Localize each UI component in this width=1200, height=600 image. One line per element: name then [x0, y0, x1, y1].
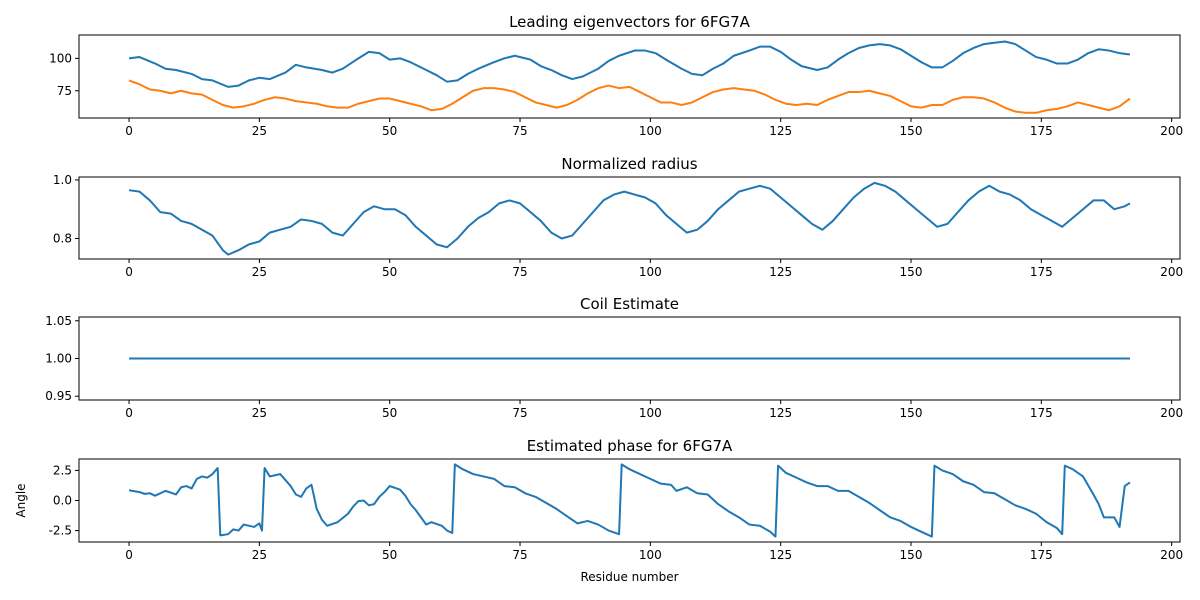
- series-line-1: [128, 463, 1131, 538]
- subplot-4: Estimated phase for 6FG7A 0 25 50 75 100 125 15…: [14, 437, 1183, 584]
- plot-frame: [78, 458, 1181, 543]
- subplot-3: Coil Estimate 0 25 50 75 100 125 150 175 200 0.95 1…: [45, 295, 1183, 420]
- subplot-2: Normalized radius 0 25 50 75 100 125 150 175 200 0…: [53, 155, 1183, 279]
- y-axis-label: Angle: [14, 483, 28, 517]
- plot-frame: [78, 176, 1181, 260]
- y-tick-label: 0.0: [53, 494, 72, 508]
- x-tick-label: 175: [1030, 265, 1053, 279]
- x-tick-label: 100: [639, 406, 662, 420]
- x-tick-label: 150: [900, 406, 923, 420]
- series-line-2: [128, 79, 1131, 114]
- y-tick-label: -2.5: [49, 524, 72, 538]
- x-tick-label: 75: [512, 548, 527, 562]
- x-tick-label: 150: [900, 265, 923, 279]
- x-tick-label: 0: [125, 265, 133, 279]
- x-tick-label: 75: [512, 265, 527, 279]
- x-tick-label: 200: [1160, 406, 1183, 420]
- x-tick-label: 0: [125, 124, 133, 138]
- x-tick-label: 50: [382, 548, 397, 562]
- x-tick-label: 125: [769, 265, 792, 279]
- x-tick-label: 50: [382, 265, 397, 279]
- x-tick-label: 25: [252, 548, 267, 562]
- y-tick-label: 75: [57, 84, 72, 98]
- series-line-1: [128, 40, 1131, 88]
- x-tick-label: 75: [512, 406, 527, 420]
- x-tick-label: 175: [1030, 548, 1053, 562]
- x-tick-label: 125: [769, 406, 792, 420]
- subplot-title: Normalized radius: [561, 155, 697, 173]
- subplot-title: Leading eigenvectors for 6FG7A: [509, 13, 751, 31]
- y-tick-label: 1.05: [45, 314, 72, 328]
- x-tick-label: 100: [639, 124, 662, 138]
- x-tick-label: 0: [125, 406, 133, 420]
- x-tick-label: 175: [1030, 406, 1053, 420]
- subplot-title: Estimated phase for 6FG7A: [527, 437, 733, 455]
- x-tick-label: 50: [382, 124, 397, 138]
- x-tick-label: 125: [769, 548, 792, 562]
- x-tick-label: 150: [900, 124, 923, 138]
- x-tick-label: 200: [1160, 548, 1183, 562]
- x-tick-label: 75: [512, 124, 527, 138]
- x-tick-label: 25: [252, 406, 267, 420]
- series-line-1: [128, 181, 1131, 256]
- y-tick-label: 0.95: [45, 389, 72, 403]
- subplot-title: Coil Estimate: [580, 295, 679, 313]
- x-tick-label: 25: [252, 265, 267, 279]
- x-tick-label: 25: [252, 124, 267, 138]
- x-axis-label: Residue number: [580, 570, 678, 584]
- x-tick-label: 150: [900, 548, 923, 562]
- plot-frame: [78, 34, 1181, 119]
- y-tick-label: 0.8: [53, 232, 72, 246]
- x-tick-label: 100: [639, 265, 662, 279]
- subplot-1: Leading eigenvectors for 6FG7A 0 25 50 75 100…: [49, 13, 1183, 138]
- x-tick-label: 50: [382, 406, 397, 420]
- y-tick-label: 100: [49, 51, 72, 65]
- y-tick-label: 1.00: [45, 352, 72, 366]
- x-tick-label: 0: [125, 548, 133, 562]
- x-tick-label: 200: [1160, 124, 1183, 138]
- x-tick-label: 175: [1030, 124, 1053, 138]
- x-tick-label: 100: [639, 548, 662, 562]
- y-tick-label: 2.5: [53, 463, 72, 477]
- y-tick-label: 1.0: [53, 173, 72, 187]
- x-tick-label: 200: [1160, 265, 1183, 279]
- x-tick-label: 125: [769, 124, 792, 138]
